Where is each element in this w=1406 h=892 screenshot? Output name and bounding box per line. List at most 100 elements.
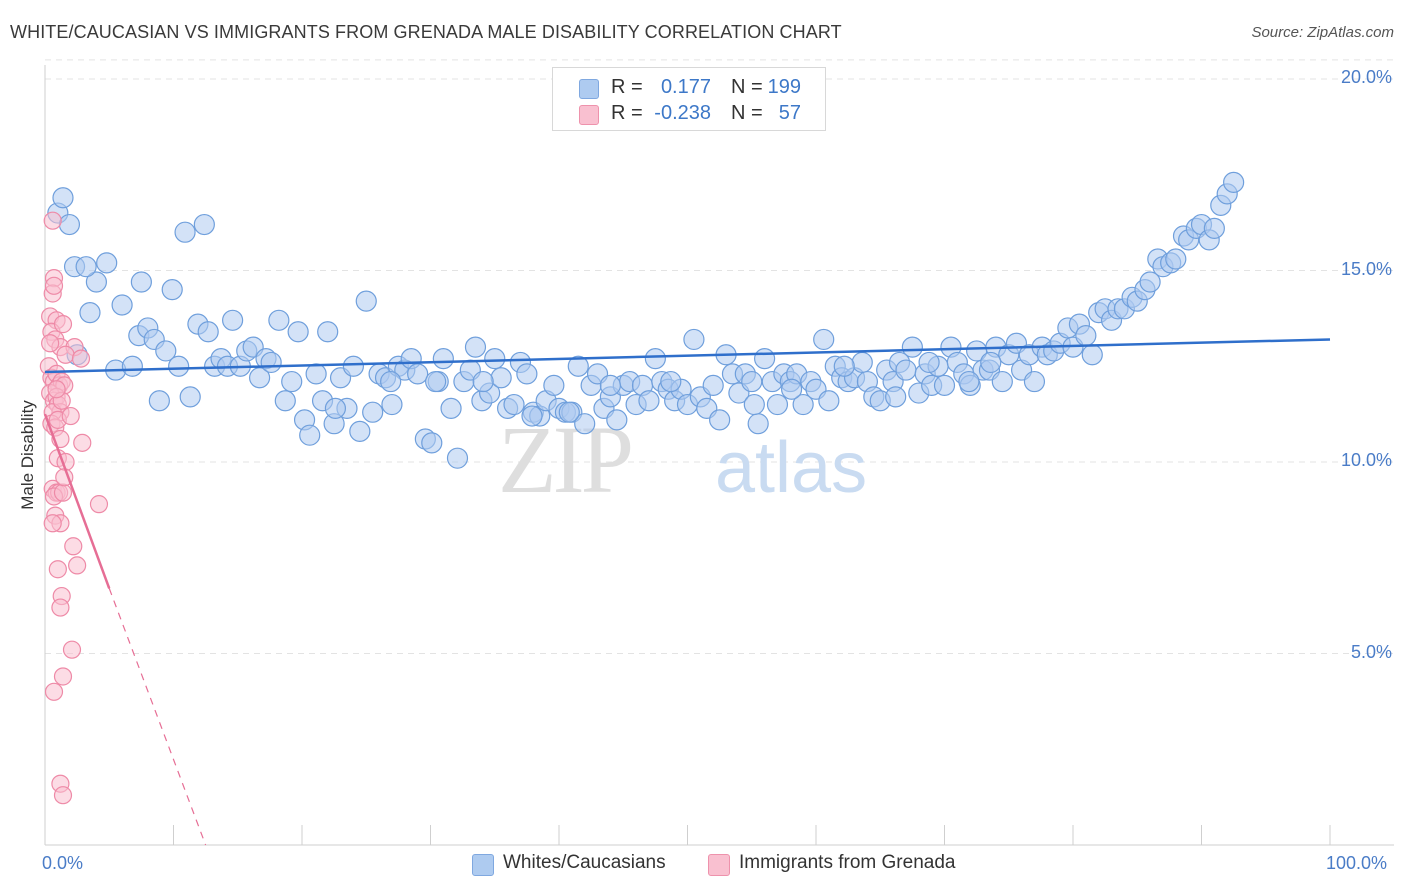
legend-swatch-grenada — [708, 854, 730, 876]
data-point — [792, 393, 814, 416]
data-point — [96, 252, 118, 274]
data-point — [753, 347, 776, 370]
data-point — [324, 397, 347, 419]
data-point — [1075, 325, 1097, 347]
data-point — [991, 370, 1013, 393]
data-point — [179, 386, 201, 408]
data-point — [61, 406, 80, 426]
trend-line-whites — [44, 338, 1331, 374]
data-point — [274, 390, 296, 412]
data-point — [43, 211, 62, 230]
data-point — [503, 393, 525, 416]
data-point — [155, 340, 177, 362]
x-tick-max: 100.0% — [1326, 853, 1388, 873]
data-point — [53, 315, 73, 334]
x-tick-min: 0.0% — [42, 853, 84, 873]
data-point — [362, 401, 384, 423]
data-point — [53, 786, 73, 805]
legend-swatch-whites — [472, 854, 494, 876]
data-point — [41, 334, 60, 353]
data-point — [1165, 248, 1187, 270]
data-point — [851, 351, 873, 374]
data-point — [148, 390, 170, 412]
data-point — [197, 321, 219, 343]
data-point — [222, 309, 244, 331]
chart-title: WHITE/CAUCASIAN VS IMMIGRANTS FROM GRENA… — [10, 22, 842, 42]
data-point — [833, 355, 855, 377]
data-point — [958, 370, 980, 393]
data-point — [268, 309, 290, 331]
data-point — [895, 359, 917, 381]
data-point — [64, 537, 83, 556]
data-point — [52, 187, 74, 209]
data-point — [543, 374, 565, 396]
data-point — [1223, 171, 1245, 194]
stats-n-label: N = — [731, 76, 763, 98]
legend-label-grenada: Immigrants from Grenada — [739, 852, 956, 873]
data-point — [287, 321, 309, 343]
data-point — [818, 390, 840, 412]
stats-legend: R = 0.177 N = 199 R = -0.238 N = 57 — [552, 67, 826, 131]
data-point — [342, 355, 364, 377]
stats-row-grenada: R = -0.238 N = 57 — [553, 102, 825, 128]
data-point — [1203, 217, 1225, 239]
source-label: Source: ZipAtlas.com — [1251, 24, 1394, 41]
data-point — [299, 424, 321, 446]
data-point — [53, 667, 73, 686]
data-point — [71, 349, 91, 368]
data-point — [702, 374, 724, 396]
data-point — [741, 370, 763, 393]
data-point — [89, 495, 109, 514]
data-point — [567, 355, 589, 377]
data-point — [381, 393, 403, 416]
data-point — [75, 256, 97, 278]
data-point — [472, 370, 494, 393]
series-grenada-points — [39, 211, 109, 805]
data-point — [766, 393, 789, 416]
data-point — [47, 380, 66, 399]
data-point — [58, 213, 81, 236]
data-point — [440, 397, 462, 419]
data-point — [709, 409, 731, 431]
data-point — [490, 367, 512, 389]
data-point — [168, 355, 190, 377]
data-point — [349, 420, 371, 442]
stats-swatch-whites — [579, 79, 599, 99]
data-point — [516, 363, 538, 385]
stats-r-value: 0.177 — [660, 76, 711, 98]
data-point — [980, 351, 1002, 374]
data-point — [521, 405, 543, 427]
data-point — [56, 345, 75, 364]
data-point — [599, 374, 622, 396]
data-point — [161, 279, 183, 301]
data-point — [918, 351, 940, 374]
data-point — [464, 336, 487, 358]
data-point — [130, 271, 152, 293]
data-point — [73, 433, 92, 452]
data-point — [606, 409, 628, 431]
stats-row-whites: R = 0.177 N = 199 — [553, 76, 825, 102]
data-point — [111, 294, 133, 316]
y-tick-label: 20.0% — [1340, 67, 1392, 87]
data-point — [380, 370, 402, 393]
stats-swatch-grenada — [579, 105, 599, 125]
data-point — [683, 328, 705, 351]
data-point — [44, 276, 64, 295]
data-point — [558, 401, 580, 423]
watermark-atlas: atlas — [715, 428, 867, 508]
watermark: ZIP atlas — [498, 406, 867, 513]
data-point — [660, 370, 682, 393]
data-point — [933, 374, 956, 396]
data-point — [1023, 370, 1046, 393]
data-point — [305, 363, 327, 385]
trend-lines — [43, 338, 1331, 846]
data-point — [121, 355, 143, 377]
data-point — [425, 370, 447, 393]
y-tick-label: 10.0% — [1340, 450, 1392, 470]
data-point — [432, 347, 454, 370]
data-point — [901, 336, 923, 358]
data-point — [260, 351, 282, 374]
stats-r-value: -0.238 — [654, 102, 711, 124]
data-point — [407, 363, 429, 385]
